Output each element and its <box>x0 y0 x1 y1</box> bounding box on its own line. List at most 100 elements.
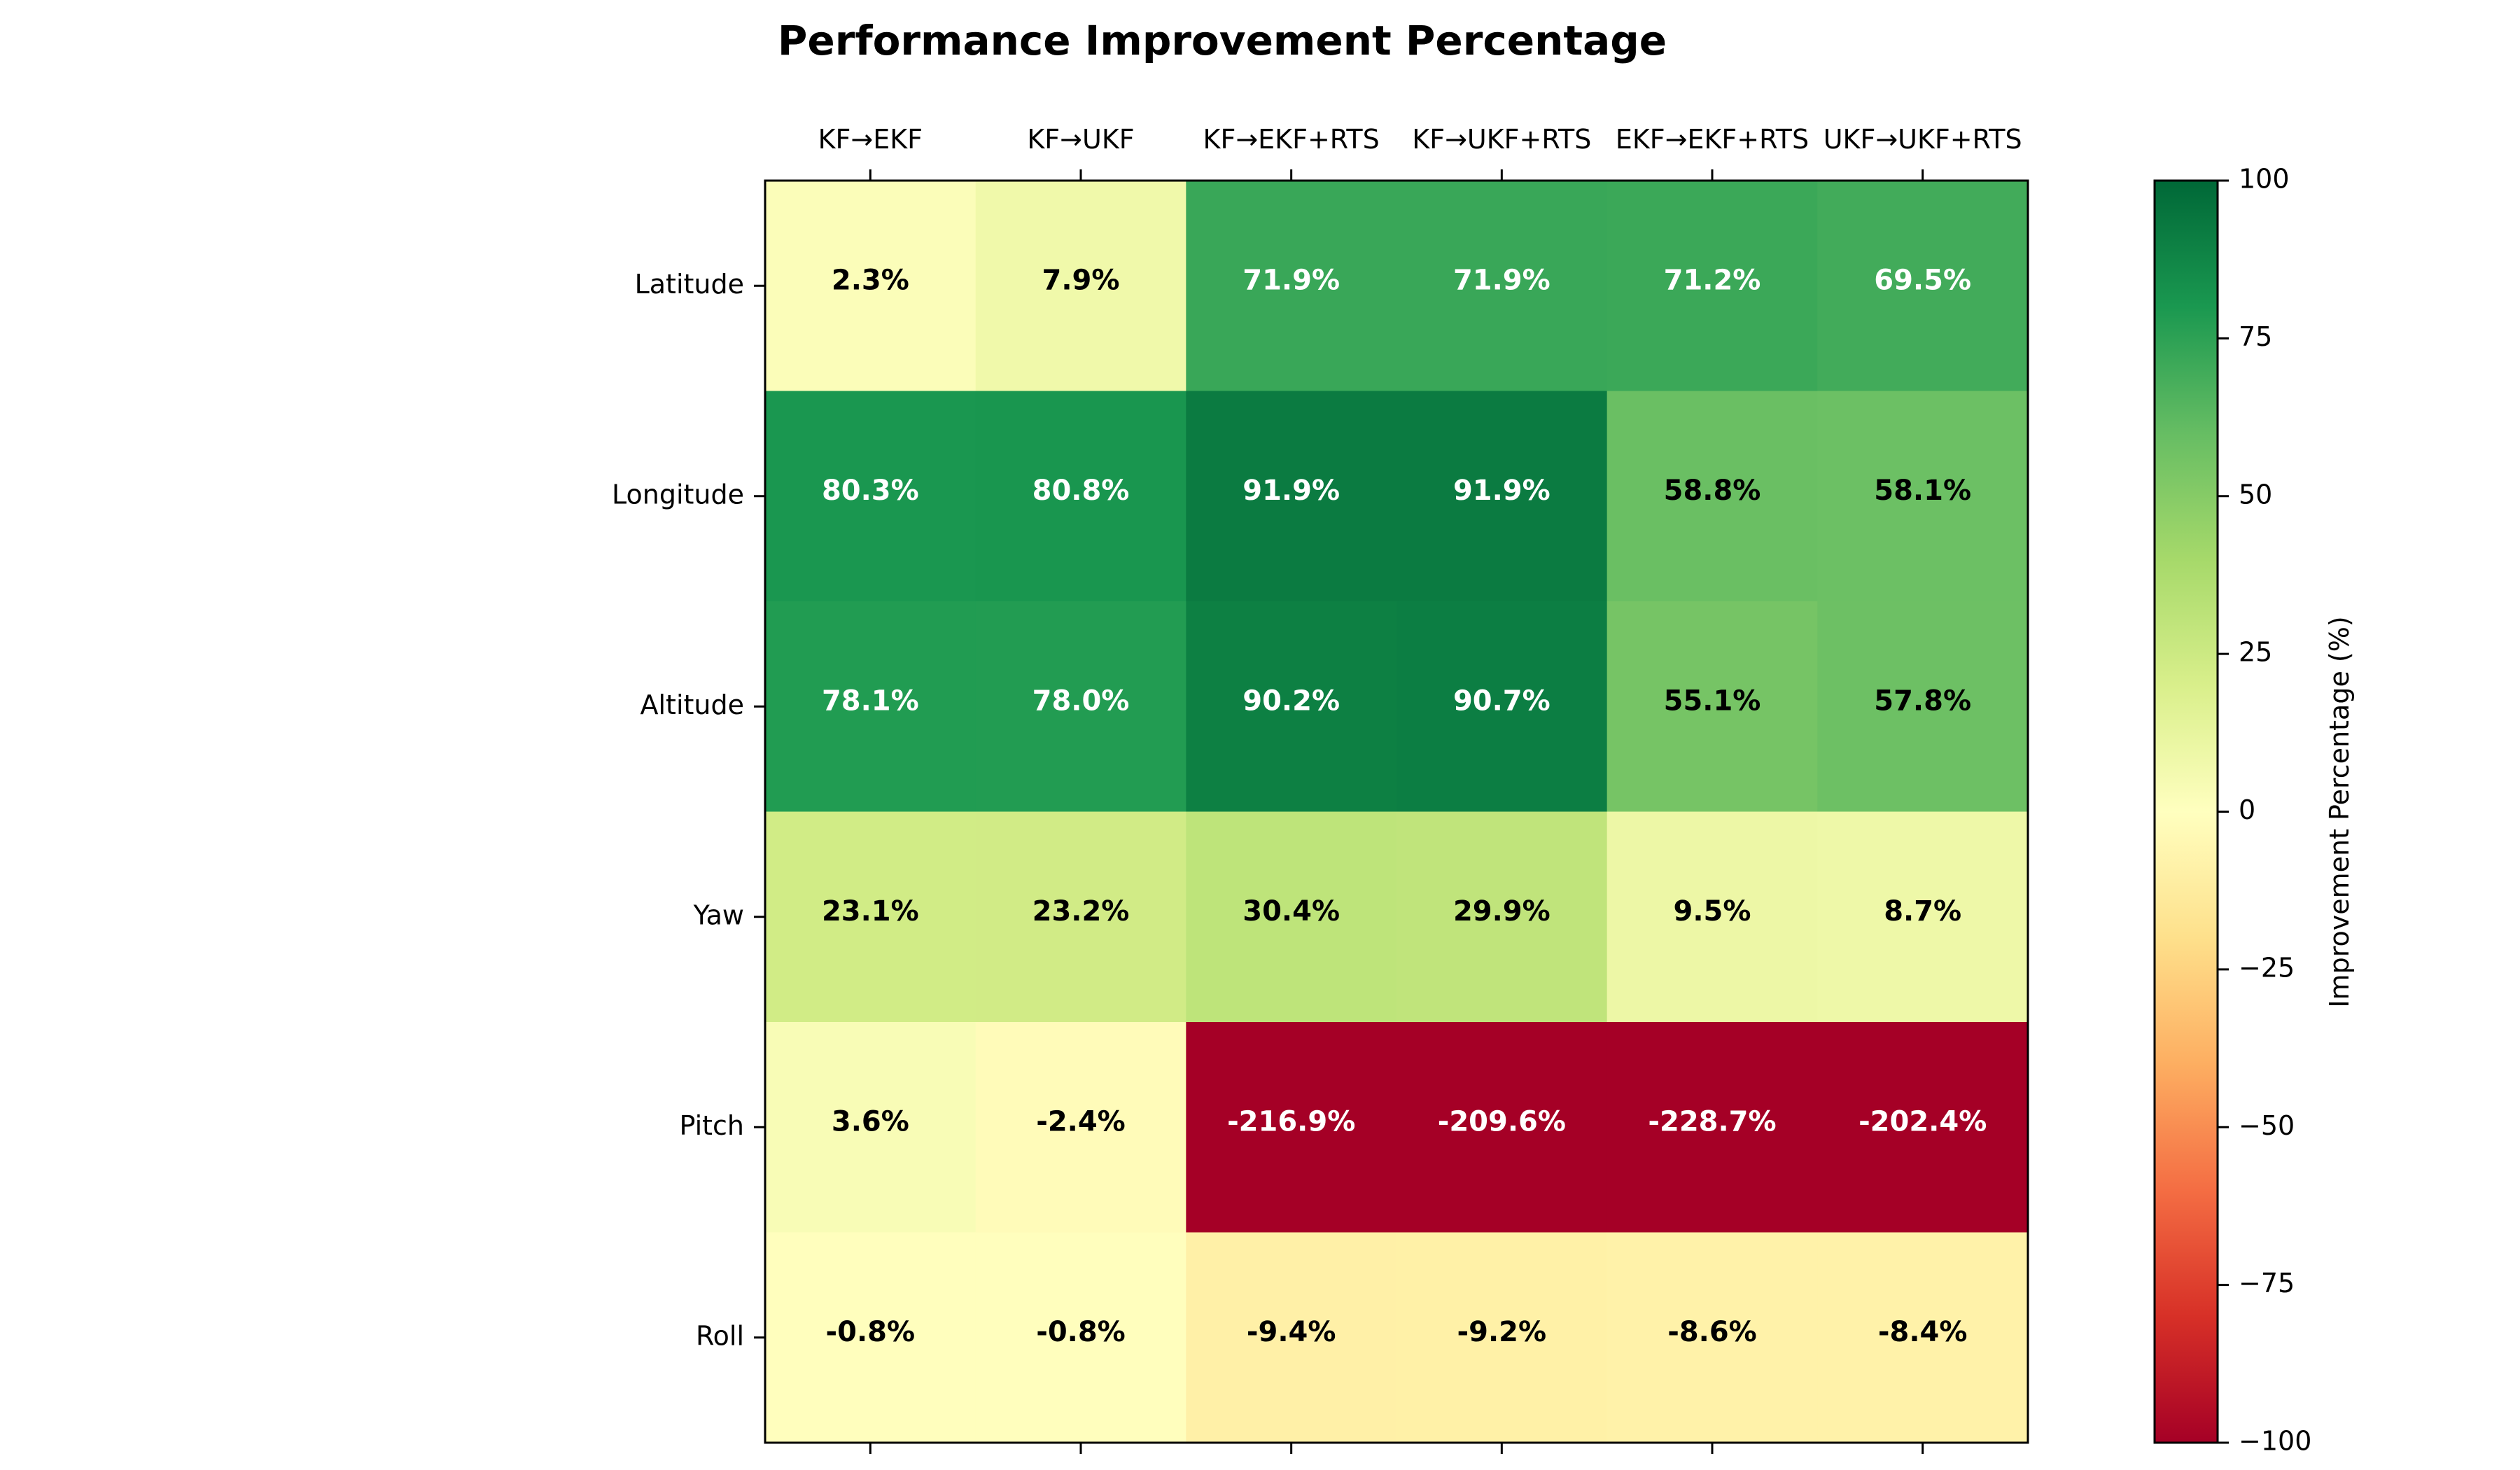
heatmap-cell <box>765 1022 976 1233</box>
x-tick-label: KF→EKF+RTS <box>1203 124 1380 155</box>
heatmap-cell-labels: 2.3% 7.9% 71.9% 71.9% 71.2% 69.5% 80.3% 80.8% 91… <box>822 264 1987 1348</box>
cell-value-label: 30.4% <box>1242 895 1340 927</box>
heatmap-cell <box>1606 181 1818 392</box>
heatmap-cell <box>1606 1232 1818 1443</box>
cell-value-label: 2.3% <box>832 264 909 296</box>
heatmap-cell <box>1186 601 1397 813</box>
cell-value-label: 90.2% <box>1242 685 1340 717</box>
cell-value-label: -216.9% <box>1227 1105 1355 1138</box>
colorbar-tick-label: 0 <box>2239 794 2255 825</box>
cell-value-label: -202.4% <box>1858 1105 1987 1138</box>
heatmap-cell <box>975 1022 1186 1233</box>
heatmap-cell <box>1817 811 2029 1023</box>
colorbar-tick-label: 50 <box>2239 479 2272 510</box>
y-axis-ticks: Latitude Longitude Altitude Yaw Pitch Roll <box>612 269 765 1351</box>
cell-value-label: -0.8% <box>1036 1316 1126 1348</box>
heatmap-cell <box>1817 181 2029 392</box>
heatmap-cell <box>1186 181 1397 392</box>
heatmap-cell <box>975 1232 1186 1443</box>
cell-value-label: 69.5% <box>1874 264 1971 296</box>
heatmap-cell <box>1396 391 1608 602</box>
heatmap-cell <box>975 811 1186 1023</box>
y-tick-label: Yaw <box>693 899 744 930</box>
cell-value-label: 91.9% <box>1242 475 1340 507</box>
heatmap-cell <box>1396 601 1608 813</box>
cell-value-label: -209.6% <box>1438 1105 1566 1138</box>
x-tick-label: UKF→UKF+RTS <box>1823 124 2022 155</box>
heatmap-cell <box>1396 1232 1608 1443</box>
cell-value-label: 23.2% <box>1032 895 1130 927</box>
heatmap-cell <box>1186 1022 1397 1233</box>
cell-value-label: 7.9% <box>1042 264 1120 296</box>
cell-value-label: -228.7% <box>1648 1105 1776 1138</box>
heatmap-cell <box>1186 391 1397 602</box>
colorbar-tick-label: −75 <box>2239 1268 2295 1298</box>
heatmap-cell <box>1817 1232 2029 1443</box>
heatmap-cell <box>975 181 1186 392</box>
heatmap-cell <box>1396 811 1608 1023</box>
cell-value-label: -9.2% <box>1457 1316 1547 1348</box>
heatmap-cell <box>1396 1022 1608 1233</box>
cell-value-label: 23.1% <box>822 895 919 927</box>
colorbar-tick-label: −100 <box>2239 1426 2311 1457</box>
cell-value-label: 71.2% <box>1664 264 1761 296</box>
y-tick-label: Roll <box>696 1320 744 1351</box>
y-tick-label: Pitch <box>679 1110 744 1141</box>
x-tick-label: EKF→EKF+RTS <box>1616 124 1809 155</box>
x-tick-label: KF→UKF <box>1027 124 1134 155</box>
cell-value-label: 58.8% <box>1664 475 1761 507</box>
colorbar-tick-label: 100 <box>2239 164 2290 195</box>
cell-value-label: 58.1% <box>1874 475 1971 507</box>
heatmap-cell <box>1606 391 1818 602</box>
heatmap-cell <box>1817 391 2029 602</box>
heatmap-cells <box>765 181 2029 1443</box>
cell-value-label: -8.6% <box>1667 1316 1757 1348</box>
cell-value-label: 80.3% <box>822 475 919 507</box>
x-tick-label: KF→EKF <box>818 124 923 155</box>
cell-value-label: 91.9% <box>1453 475 1550 507</box>
x-tick-label: KF→UKF+RTS <box>1412 124 1591 155</box>
heatmap-cell <box>975 391 1186 602</box>
cell-value-label: 55.1% <box>1664 685 1761 717</box>
chart-title: Performance Improvement Percentage <box>778 17 1667 64</box>
colorbar <box>2153 179 2219 1444</box>
colorbar-tick-label: 25 <box>2239 637 2272 668</box>
heatmap-cell <box>1817 601 2029 813</box>
colorbar-ticks: 100 75 50 25 0 −25 −50 −75 −100 <box>2218 164 2311 1457</box>
cell-value-label: 3.6% <box>832 1105 909 1138</box>
cell-value-label: -9.4% <box>1247 1316 1336 1348</box>
cell-value-label: 9.5% <box>1674 895 1751 927</box>
heatmap-cell <box>765 811 976 1023</box>
heatmap-cell <box>1186 811 1397 1023</box>
colorbar-tick-label: −50 <box>2239 1110 2295 1141</box>
colorbar-tick-label: −25 <box>2239 952 2295 983</box>
cell-value-label: 57.8% <box>1874 685 1971 717</box>
y-tick-label: Longitude <box>612 479 744 510</box>
cell-value-label: 78.1% <box>822 685 919 717</box>
cell-value-label: 71.9% <box>1242 264 1340 296</box>
heatmap-cell <box>765 601 976 813</box>
cell-value-label: 29.9% <box>1453 895 1550 927</box>
x-axis-ticks: KF→EKF KF→UKF KF→EKF+RTS KF→UKF+RTS EKF→EKF+… <box>818 124 2022 1454</box>
heatmap-cell <box>765 181 976 392</box>
cell-value-label: -8.4% <box>1878 1316 1968 1348</box>
cell-value-label: 71.9% <box>1453 264 1550 296</box>
y-tick-label: Latitude <box>635 269 744 300</box>
cell-value-label: 78.0% <box>1032 685 1130 717</box>
heatmap-cell <box>1186 1232 1397 1443</box>
heatmap-cell <box>1817 1022 2029 1233</box>
cell-value-label: 8.7% <box>1884 895 1961 927</box>
heatmap-cell <box>765 391 976 602</box>
heatmap-cell <box>1606 601 1818 813</box>
cell-value-label: 80.8% <box>1032 475 1130 507</box>
heatmap-cell <box>1606 1022 1818 1233</box>
colorbar-tick-label: 75 <box>2239 321 2272 352</box>
cell-value-label: -0.8% <box>826 1316 916 1348</box>
y-tick-label: Altitude <box>640 690 745 720</box>
plot-frame <box>764 179 2029 1444</box>
cell-value-label: 90.7% <box>1453 685 1550 717</box>
colorbar-label: Improvement Percentage (%) <box>2324 616 2355 1007</box>
cell-value-label: -2.4% <box>1036 1105 1126 1138</box>
heatmap-cell <box>1396 181 1608 392</box>
